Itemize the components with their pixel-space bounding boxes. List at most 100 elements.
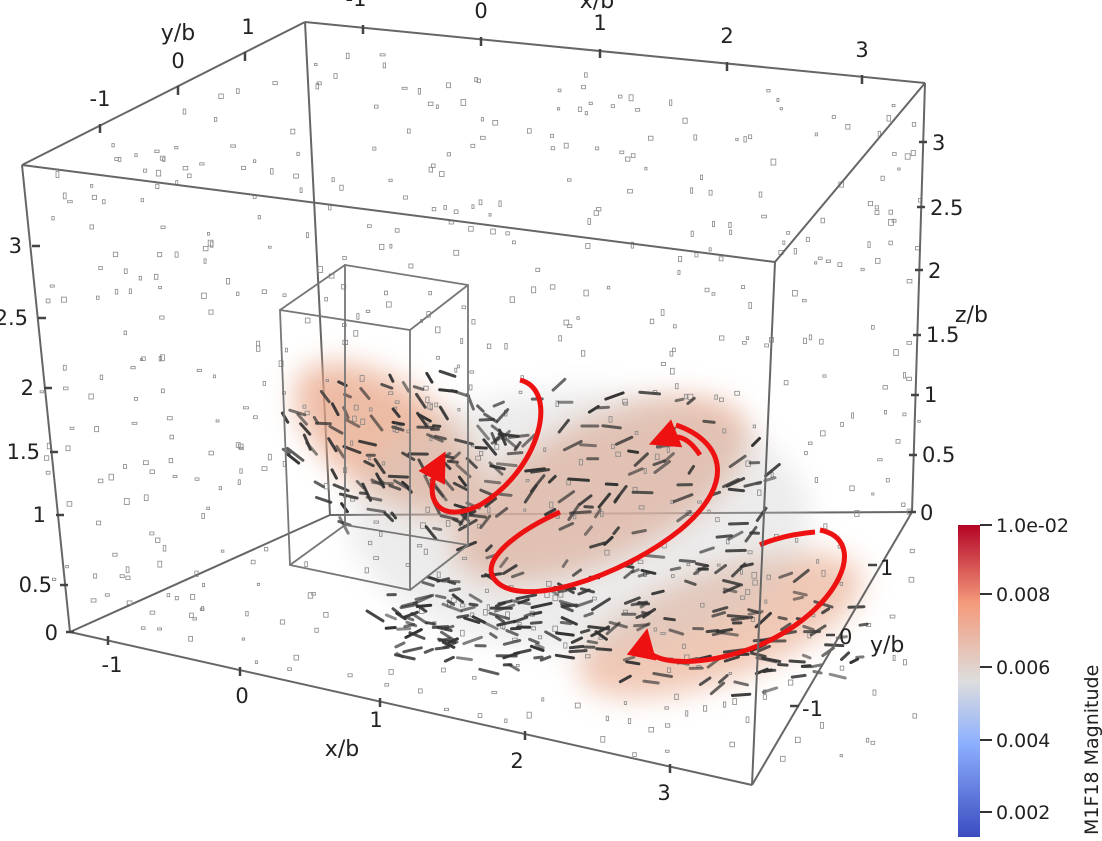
particle — [475, 455, 482, 461]
velocity-arrow — [355, 480, 366, 490]
particle — [374, 104, 379, 109]
velocity-arrow — [544, 630, 562, 642]
particle — [578, 106, 583, 112]
z-tick-right-label: 1 — [924, 383, 937, 407]
particle — [160, 354, 165, 362]
y-tick-top-label: 1 — [241, 15, 254, 39]
particle — [723, 701, 727, 708]
particle — [350, 440, 354, 446]
particle — [212, 374, 216, 379]
particle — [648, 135, 654, 141]
particle — [157, 627, 163, 631]
velocity-arrow — [858, 622, 869, 627]
velocity-arrow — [431, 424, 442, 428]
particle — [182, 108, 187, 115]
particle — [585, 243, 591, 249]
velocity-arrow — [515, 593, 538, 601]
velocity-arrow — [651, 589, 665, 596]
particle — [454, 367, 458, 373]
particle — [886, 115, 891, 122]
y-ticks-right: 1 0 -1 — [802, 556, 893, 721]
particle — [634, 430, 639, 435]
particle — [199, 162, 205, 166]
velocity-arrow — [502, 564, 518, 575]
particle — [174, 596, 179, 601]
velocity-arrow — [412, 594, 433, 605]
particle — [91, 194, 98, 200]
particle — [492, 120, 499, 126]
particle — [194, 570, 199, 577]
particle — [615, 451, 621, 457]
velocity-arrow — [777, 663, 789, 667]
particle — [149, 531, 155, 536]
particle — [677, 269, 681, 275]
vortex-halo-2 — [350, 390, 810, 650]
particle — [66, 501, 73, 507]
particle — [504, 718, 508, 723]
velocity-arrow — [499, 556, 509, 569]
particle — [745, 589, 751, 595]
particle — [423, 385, 429, 391]
particle — [435, 104, 439, 109]
particle — [469, 370, 475, 374]
particle — [608, 416, 613, 423]
particle — [584, 72, 588, 78]
colorbar-tick-label: 0.006 — [996, 657, 1050, 679]
particle — [644, 166, 648, 171]
velocity-arrow — [370, 478, 385, 487]
velocity-arrow — [332, 483, 350, 493]
particle — [697, 500, 702, 504]
particle — [304, 317, 311, 324]
particle — [526, 711, 532, 719]
z-tick-left-label: 2.5 — [0, 306, 28, 330]
particle — [563, 319, 570, 326]
velocity-arrow — [711, 630, 726, 637]
particle — [531, 626, 536, 631]
particle — [808, 441, 813, 445]
particle — [304, 410, 310, 416]
velocity-arrow — [363, 460, 375, 468]
particle — [206, 231, 210, 236]
particle — [202, 582, 205, 588]
particle — [664, 706, 669, 710]
particle — [635, 108, 641, 112]
particle — [187, 173, 192, 179]
velocity-arrow — [849, 657, 860, 665]
particle — [906, 278, 913, 284]
particle — [359, 375, 365, 382]
y-axis-title-right: y/b — [870, 633, 904, 658]
particle — [255, 345, 261, 352]
particle — [368, 540, 373, 546]
particle — [892, 152, 897, 156]
y-tick-top-label: 0 — [171, 49, 184, 73]
particle — [690, 230, 694, 237]
velocity-arrow — [730, 692, 752, 697]
velocity-arrow — [693, 564, 708, 576]
particle — [314, 627, 319, 633]
colorbar-tick-label: 0.002 — [996, 802, 1050, 824]
velocity-arrow — [417, 413, 432, 423]
particle — [474, 77, 478, 82]
particle — [293, 654, 299, 661]
particle — [155, 183, 160, 189]
velocity-arrow — [342, 445, 362, 455]
particle — [885, 478, 890, 483]
z-tick-left-label: 0.5 — [19, 573, 52, 597]
velocity-arrow — [402, 646, 423, 654]
velocity-arrow — [635, 602, 645, 606]
particle — [456, 364, 460, 369]
velocity-arrow — [485, 544, 493, 553]
particle — [69, 426, 75, 430]
particle — [714, 394, 718, 400]
particle — [509, 296, 515, 303]
particle — [504, 343, 508, 350]
particle — [378, 244, 385, 250]
particle — [535, 267, 541, 272]
particle — [718, 256, 724, 262]
particle — [782, 240, 786, 245]
velocity-arrow — [652, 672, 673, 678]
velocity-arrow — [627, 449, 640, 454]
velocity-arrow — [478, 667, 500, 676]
velocity-arrow — [663, 617, 676, 622]
